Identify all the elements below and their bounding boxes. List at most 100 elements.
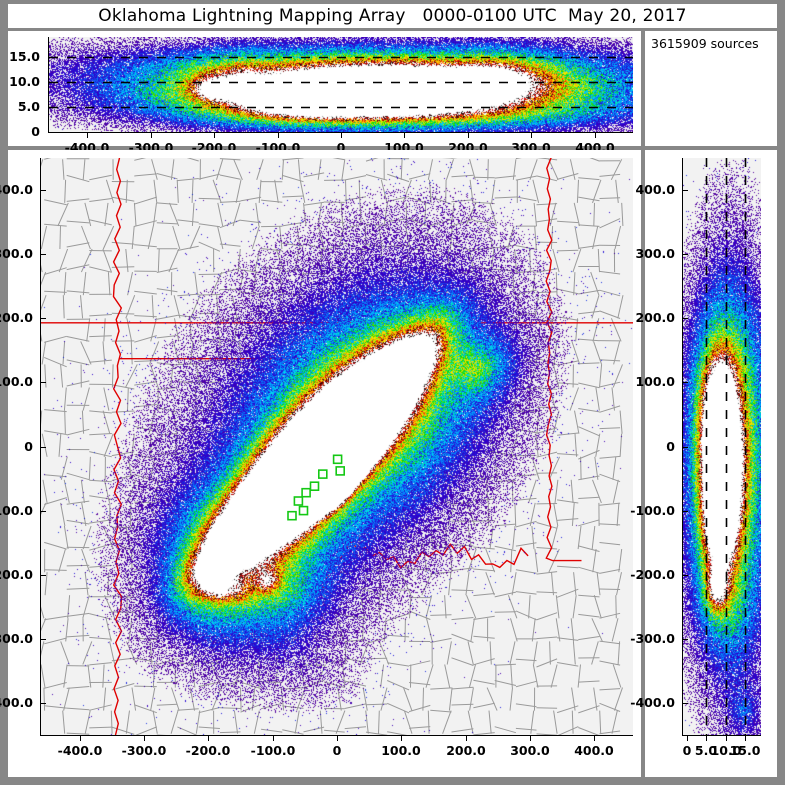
lightning-density-altitude-latitude (683, 158, 761, 735)
lma-station-marker (301, 487, 311, 498)
y-tick-label-map: 200.0 (0, 310, 33, 325)
x-tick-label-top: 0 (336, 140, 346, 155)
y-axis-line-right (682, 158, 683, 735)
y-tick-map (40, 382, 46, 383)
x-axis-line-top (48, 132, 633, 133)
y-tick-label-map: -300.0 (0, 631, 33, 646)
y-tick-map (40, 511, 46, 512)
grid-overlay-right (705, 158, 747, 735)
grid-overlay-top (49, 56, 633, 109)
y-tick-label-map: -200.0 (0, 567, 33, 582)
station-markers-overlay (287, 454, 346, 521)
x-tick-map (337, 735, 338, 741)
x-tick-top (214, 132, 215, 138)
y-tick-top (48, 132, 54, 133)
y-tick-label-right: -200.0 (630, 567, 675, 582)
y-tick-label-right: -300.0 (630, 631, 675, 646)
x-tick-map (401, 735, 402, 741)
lightning-density-longitude-altitude (49, 37, 633, 132)
y-tick-right (682, 190, 688, 191)
y-tick-map (40, 703, 46, 704)
x-tick-label-map: 300.0 (510, 743, 550, 758)
x-tick-right (726, 735, 727, 741)
x-tick-map (466, 735, 467, 741)
y-tick-label-map: 400.0 (0, 182, 33, 197)
x-tick-top (278, 132, 279, 138)
lma-station-marker (309, 481, 320, 492)
y-tick-label-map: 100.0 (0, 374, 33, 389)
x-tick-top (87, 132, 88, 138)
plot-area-longitude-altitude (49, 37, 633, 132)
y-tick-label-top: 0 (31, 124, 40, 139)
x-tick-label-map: -200.0 (185, 743, 231, 758)
y-tick-label-map: -100.0 (0, 503, 33, 518)
y-tick-label-right: 200.0 (635, 310, 675, 325)
x-tick-label-map: 0 (332, 743, 342, 758)
y-tick-label-right: 100.0 (635, 374, 675, 389)
y-tick-right (682, 703, 688, 704)
panel-longitude-altitude: 0 5.0 10.0 15.0 -400.0 -300.0 -200.0 -100.0 0 100… (8, 31, 641, 155)
x-tick-label-right: 15.0 (729, 743, 761, 758)
lma-station-marker (335, 466, 346, 476)
x-tick-map (208, 735, 209, 741)
x-tick-label-map: 100.0 (381, 743, 421, 758)
y-tick-right (682, 639, 688, 640)
x-axis-line-map (40, 735, 633, 736)
y-axis-line-top (48, 37, 49, 132)
x-tick-label-right: 0 (682, 743, 692, 758)
x-tick-right (706, 735, 707, 741)
y-tick-label-right: -400.0 (630, 695, 675, 710)
x-tick-map (273, 735, 274, 741)
y-tick-label-top: 5.0 (17, 99, 40, 114)
y-tick-map (40, 190, 46, 191)
x-tick-label-map: 400.0 (574, 743, 614, 758)
x-tick-label-map: -300.0 (121, 743, 167, 758)
x-tick-label-map: -400.0 (57, 743, 103, 758)
x-tick-top (151, 132, 152, 138)
x-tick-map (530, 735, 531, 741)
y-tick-map (40, 318, 46, 319)
y-tick-right (682, 575, 688, 576)
y-tick-label-right: -100.0 (630, 503, 675, 518)
y-tick-right (682, 382, 688, 383)
x-tick-label-right: 10.0 (710, 743, 742, 758)
lma-station-marker (287, 510, 297, 521)
x-tick-top (595, 132, 596, 138)
x-tick-map (80, 735, 81, 741)
x-tick-label-map: -100.0 (250, 743, 296, 758)
y-tick-label-map: 300.0 (0, 246, 33, 261)
sources-count-panel: 3615909 sources (645, 31, 777, 146)
x-tick-top (341, 132, 342, 138)
x-tick-right (687, 735, 688, 741)
y-tick-map (40, 447, 46, 448)
plot-area-plan-view (41, 158, 633, 735)
y-tick-label-top: 10.0 (9, 74, 40, 89)
y-tick-top (48, 107, 54, 108)
y-tick-label-right: 300.0 (635, 246, 675, 261)
x-tick-map (594, 735, 595, 741)
plot-area-altitude-latitude (683, 158, 761, 735)
x-tick-label-right: 5.0 (694, 743, 718, 758)
y-axis-line-map (40, 158, 41, 735)
lma-station-marker (293, 496, 304, 506)
y-tick-top (48, 82, 54, 83)
x-tick-top (531, 132, 532, 138)
y-tick-label-right: 0 (666, 439, 675, 454)
panel-plan-view: -400.0 -300.0 -200.0 -100.0 0 100.0 200.0 300.0… (0, 150, 641, 777)
y-tick-top (48, 57, 54, 58)
x-tick-map (144, 735, 145, 741)
y-tick-right (682, 447, 688, 448)
x-tick-label-map: 200.0 (446, 743, 486, 758)
x-tick-top (468, 132, 469, 138)
lightning-density-plan-view (41, 158, 633, 735)
x-tick-right (745, 735, 746, 741)
x-tick-top (404, 132, 405, 138)
y-tick-label-top: 15.0 (9, 49, 40, 64)
y-tick-label-right: 400.0 (635, 182, 675, 197)
lma-station-marker (298, 505, 309, 516)
lma-station-marker (317, 469, 328, 479)
y-tick-right (682, 511, 688, 512)
figure-title-bar: Oklahoma Lightning Mapping Array 0000-01… (8, 4, 777, 28)
y-tick-map (40, 254, 46, 255)
